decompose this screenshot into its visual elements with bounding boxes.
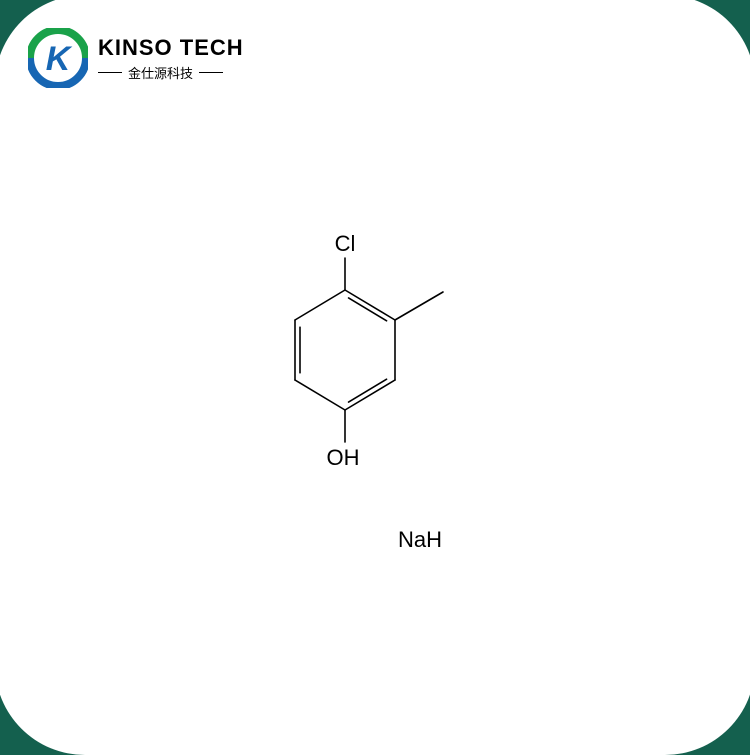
chemical-structure: Cl OH NaH	[245, 250, 505, 580]
structure-svg	[245, 250, 505, 580]
logo-mark: K	[28, 28, 88, 88]
brand-subline: 金仕源科技	[98, 63, 244, 82]
company-logo: K KINSO TECH 金仕源科技	[28, 28, 244, 88]
divider-line	[199, 72, 223, 73]
divider-line	[98, 72, 122, 73]
salt-label: NaH	[398, 527, 442, 553]
atom-label-oh: OH	[327, 445, 360, 471]
svg-text:K: K	[46, 40, 73, 78]
atom-label-cl: Cl	[335, 231, 356, 257]
logo-text: KINSO TECH 金仕源科技	[98, 35, 244, 82]
brand-name-cn: 金仕源科技	[128, 63, 193, 82]
brand-name-en: KINSO TECH	[98, 35, 244, 61]
